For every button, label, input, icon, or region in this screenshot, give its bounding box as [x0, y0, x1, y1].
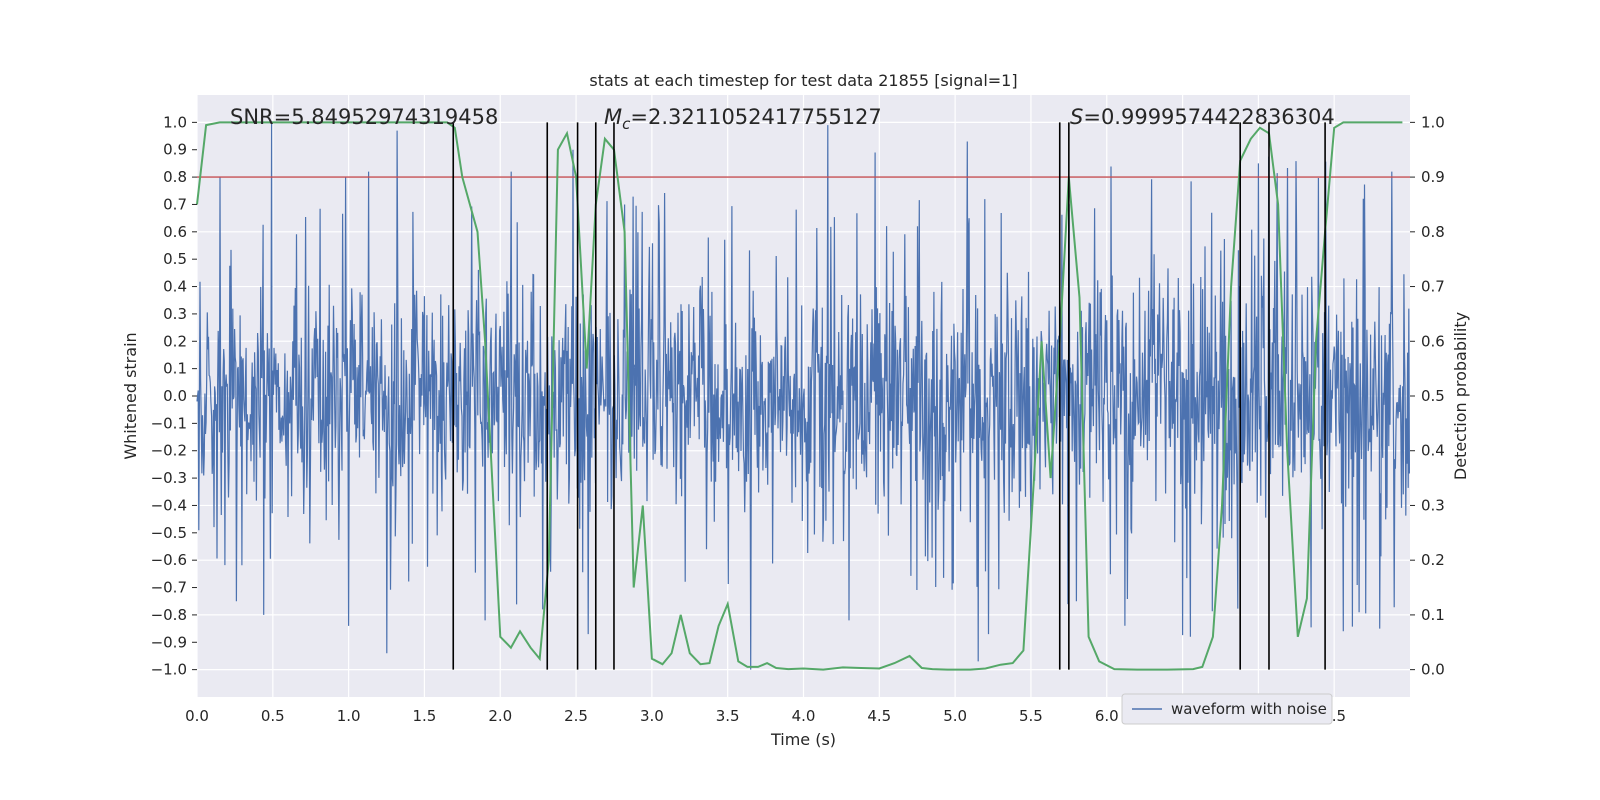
left-y-tick-label-17: 0.7 [163, 195, 187, 213]
left-y-tick-label-14: 0.4 [163, 278, 187, 296]
right-y-tick-label-2: 0.2 [1421, 551, 1445, 569]
legend: waveform with noise [1121, 693, 1333, 725]
x-tick-label-10: 5.0 [943, 707, 967, 725]
x-tick-label-3: 1.5 [413, 707, 437, 725]
detection-probability-line [196, 121, 1403, 671]
right-y-tick-label-3: 0.3 [1421, 496, 1445, 514]
left-y-tick-label-4: −0.6 [151, 551, 187, 569]
snr-annotation: SNR=5.84952974319458 [230, 105, 498, 129]
left-y-tick-label-11: 0.1 [163, 360, 187, 378]
x-tick-label-12: 6.0 [1095, 707, 1119, 725]
x-tick-label-2: 1.0 [337, 707, 361, 725]
right-y-tick-label-4: 0.4 [1421, 442, 1445, 460]
x-tick-label-8: 4.0 [792, 707, 816, 725]
left-y-tick-label-20: 1.0 [163, 113, 187, 131]
left-y-tick-label-9: −0.1 [151, 414, 187, 432]
left-y-tick-label-18: 0.8 [163, 168, 187, 186]
left-y-tick-label-0: −1.0 [151, 661, 187, 679]
left-y-tick-label-16: 0.6 [163, 223, 187, 241]
right-y-axis-label: Detection probability [1451, 312, 1470, 480]
legend-entry-waveform: waveform with noise [1171, 700, 1327, 718]
x-tick-label-1: 0.5 [261, 707, 285, 725]
left-y-tick-label-12: 0.2 [163, 332, 187, 350]
x-tick-label-5: 2.5 [564, 707, 588, 725]
left-y-tick-label-15: 0.5 [163, 250, 187, 268]
x-tick-label-9: 4.5 [867, 707, 891, 725]
right-y-tick-label-5: 0.5 [1421, 387, 1445, 405]
chirp-mass-symbol: M [604, 105, 622, 129]
left-y-tick-label-2: −0.8 [151, 606, 187, 624]
left-y-tick-label-3: −0.7 [151, 579, 187, 597]
right-y-tick-label-6: 0.6 [1421, 332, 1445, 350]
waveform-line [196, 122, 1410, 670]
axis-ticks: 0.00.51.01.52.02.53.03.54.04.55.05.56.06… [151, 113, 1445, 725]
waveform-with-noise-series [196, 122, 1410, 670]
right-y-tick-label-9: 0.9 [1421, 168, 1445, 186]
x-tick-label-7: 3.5 [716, 707, 740, 725]
detection-statistic-annotation: S=0.9999574422836304 [1070, 105, 1335, 129]
x-tick-label-0: 0.0 [185, 707, 209, 725]
left-y-tick-label-1: −0.9 [151, 633, 187, 651]
left-y-tick-label-6: −0.4 [151, 496, 187, 514]
left-y-axis-label: Whitened strain [121, 332, 140, 459]
statistic-symbol: S [1070, 105, 1083, 129]
right-y-tick-label-7: 0.7 [1421, 278, 1445, 296]
right-y-tick-label-1: 0.1 [1421, 606, 1445, 624]
left-y-tick-label-8: −0.2 [151, 442, 187, 460]
detection-markers [452, 122, 1326, 670]
chirp-mass-annotation: Mc=2.3211052417755127 [604, 105, 882, 133]
left-y-tick-label-5: −0.5 [151, 524, 187, 542]
detection-probability-series [196, 121, 1403, 671]
right-y-tick-label-0: 0.0 [1421, 661, 1445, 679]
x-tick-label-6: 3.0 [640, 707, 664, 725]
x-axis-label: Time (s) [770, 730, 836, 749]
statistic-value: =0.9999574422836304 [1083, 105, 1334, 129]
right-y-tick-label-8: 0.8 [1421, 223, 1445, 241]
left-y-tick-label-10: 0.0 [163, 387, 187, 405]
chart-title: stats at each timestep for test data 218… [589, 71, 1017, 90]
right-y-tick-label-10: 1.0 [1421, 113, 1445, 131]
x-tick-label-11: 5.5 [1019, 707, 1043, 725]
legend-box [1121, 693, 1333, 725]
x-tick-label-4: 2.0 [488, 707, 512, 725]
left-y-tick-label-19: 0.9 [163, 141, 187, 159]
chirp-mass-value: =2.3211052417755127 [630, 105, 881, 129]
left-y-tick-label-13: 0.3 [163, 305, 187, 323]
left-y-tick-label-7: −0.3 [151, 469, 187, 487]
chirp-mass-subscript: c [622, 115, 631, 133]
